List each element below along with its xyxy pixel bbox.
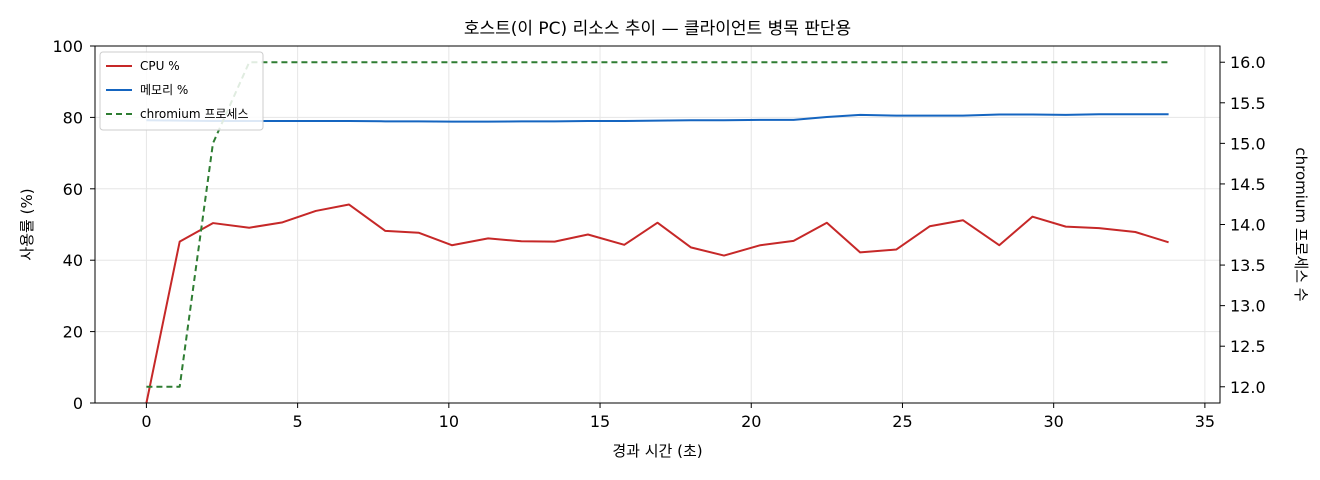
y-axis-right: 12.0 12.5 13.0 13.5 14.0 14.5 15.0 15.5 16.0: [1220, 53, 1266, 397]
x-axis-title: 경과 시간 (초): [612, 442, 702, 460]
legend: CPU % 메모리 % chromium 프로세스: [99, 51, 264, 131]
y-tick-label: 60: [63, 180, 83, 199]
series-line-2: [146, 61, 1169, 388]
x-tick-label: 20: [741, 412, 761, 431]
y-tick-label: 0: [73, 394, 83, 413]
y-tick-label: 80: [63, 108, 83, 127]
y-axis-title: 사용률 (%): [18, 188, 36, 260]
x-tick-label: 10: [439, 412, 459, 431]
x-tick-label: 0: [141, 412, 151, 431]
y2-tick-label: 16.0: [1230, 53, 1266, 72]
y2-tick-label: 15.5: [1230, 94, 1266, 113]
y-tick-label: 40: [63, 251, 83, 270]
x-tick-label: 25: [892, 412, 912, 431]
y2-tick-label: 12.0: [1230, 378, 1266, 397]
y2-tick-label: 14.5: [1230, 175, 1266, 194]
y-axis-left: 0 20 40 60 80 100: [52, 37, 95, 413]
y2-tick-label: 12.5: [1230, 337, 1266, 356]
y2-tick-label: 13.5: [1230, 256, 1266, 275]
y2-tick-label: 15.0: [1230, 134, 1266, 153]
chart-title: 호스트(이 PC) 리소스 추이 — 클라이언트 병목 판단용: [464, 19, 851, 39]
series-line-0: [145, 203, 1169, 404]
legend-box: [99, 51, 264, 131]
legend-label: chromium 프로세스: [140, 107, 249, 121]
y2-tick-label: 13.0: [1230, 297, 1266, 316]
x-tick-label: 5: [293, 412, 303, 431]
x-tick-label: 15: [590, 412, 610, 431]
legend-label: 메모리 %: [140, 83, 188, 97]
series-line-1: [146, 113, 1169, 123]
x-axis: 0 5 10 15 20 25 30 35: [141, 403, 1215, 431]
x-tick-label: 35: [1195, 412, 1215, 431]
series-lines: [145, 61, 1169, 404]
y-tick-label: 20: [63, 323, 83, 342]
y2-axis-title: chromium 프로세스 수: [1292, 147, 1310, 301]
y2-tick-label: 14.0: [1230, 216, 1266, 235]
y-tick-label: 100: [52, 37, 83, 56]
legend-label: CPU %: [140, 59, 180, 73]
x-tick-label: 30: [1043, 412, 1063, 431]
